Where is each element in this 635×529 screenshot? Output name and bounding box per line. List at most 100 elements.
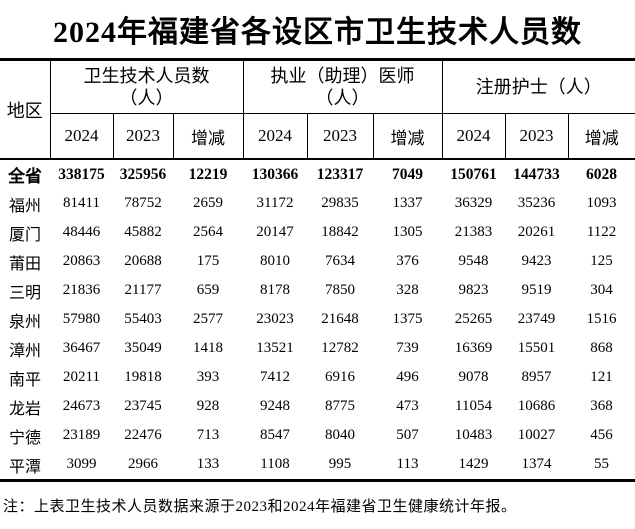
value-cell: 1374 [521, 456, 552, 472]
value-cell: 325956 [119, 165, 167, 183]
value-cell: 928 [196, 398, 220, 414]
col-header-2023: 2023 [306, 113, 374, 160]
value-cell: 12219 [188, 165, 228, 183]
value-cell: 20211 [63, 369, 100, 385]
table-header: 地区 卫生技术人员数 （人） 执业（助理）医师 （人） 注册护士（人） 2024… [0, 59, 635, 160]
value-cell: 175 [196, 253, 220, 269]
region-cell: 漳州 [8, 342, 41, 360]
value-cell: 113 [396, 456, 419, 472]
value-cell: 23745 [124, 398, 162, 414]
region-cell: 全省 [8, 167, 42, 186]
region-cell: 泉州 [8, 313, 41, 331]
value-cell: 36467 [62, 340, 101, 356]
value-cell: 9248 [260, 398, 291, 414]
value-cell: 36329 [454, 195, 493, 211]
value-cell: 7412 [260, 369, 291, 385]
value-cell: 12782 [321, 340, 359, 356]
page-title: 2024年福建省各设区市卫生技术人员数 [53, 16, 582, 49]
value-cell: 13521 [256, 340, 294, 356]
value-cell: 21383 [454, 224, 493, 240]
group-header-tech-personnel: 卫生技术人员数 （人） [49, 59, 244, 114]
value-cell: 20688 [124, 253, 162, 269]
value-cell: 130366 [251, 165, 299, 183]
value-cell: 3099 [66, 456, 97, 472]
region-cell: 南平 [8, 371, 41, 389]
value-cell: 144733 [513, 165, 560, 183]
value-cell: 29835 [321, 195, 359, 211]
value-cell: 11054 [455, 398, 492, 414]
value-cell: 8547 [260, 427, 291, 443]
value-cell: 6916 [325, 369, 356, 385]
value-cell: 8040 [325, 427, 356, 443]
value-cell: 22476 [124, 427, 162, 443]
value-cell: 21177 [124, 282, 162, 298]
value-cell: 376 [396, 253, 419, 269]
value-cell: 20261 [517, 224, 556, 240]
value-cell: 16369 [454, 340, 493, 356]
value-cell: 24673 [62, 398, 101, 414]
value-cell: 2966 [128, 456, 158, 472]
region-cell: 福州 [8, 197, 41, 215]
value-cell: 1093 [586, 195, 617, 211]
value-cell: 8178 [260, 282, 291, 298]
value-cell: 8775 [325, 398, 356, 414]
table-row: 莆田 20863 20688 175 8010 7634 376 9548 9423 125 [0, 247, 635, 276]
table-row: 平潭 3099 2966 133 1108 995 113 1429 1374 55 [0, 450, 635, 481]
value-cell: 1305 [392, 224, 423, 240]
value-cell: 78752 [124, 195, 162, 211]
col-header-2023: 2023 [504, 113, 569, 160]
value-cell: 7049 [392, 165, 424, 183]
col-header-2024: 2024 [441, 113, 506, 160]
value-cell: 328 [396, 282, 419, 298]
value-cell: 10483 [454, 427, 493, 443]
col-header-2024: 2024 [49, 113, 113, 160]
region-cell: 宁德 [8, 429, 41, 447]
value-cell: 304 [590, 282, 613, 298]
region-cell: 龙岩 [8, 400, 41, 418]
value-cell: 9519 [521, 282, 552, 298]
value-cell: 19818 [124, 369, 162, 385]
value-cell: 496 [396, 369, 419, 385]
value-cell: 9078 [458, 369, 489, 385]
value-cell: 1122 [586, 224, 617, 240]
value-cell: 368 [590, 398, 613, 414]
group-header-registered-nurses: 注册护士（人） [441, 59, 635, 114]
table-body: 全省 338175 325956 12219 130366 123317 7049 15076… [0, 159, 635, 481]
table-row: 福州 81411 78752 2659 31172 29835 1337 36329 35236… [0, 189, 635, 218]
value-cell: 7634 [325, 253, 356, 269]
value-cell: 55 [594, 456, 610, 472]
value-cell: 1516 [586, 311, 617, 327]
value-cell: 2577 [193, 311, 223, 327]
col-header-2023: 2023 [112, 113, 173, 160]
region-cell: 平潭 [8, 458, 41, 476]
table-row: 漳州 36467 35049 1418 13521 12782 739 16369 15501 8… [0, 334, 635, 363]
value-cell: 20863 [62, 253, 101, 269]
value-cell: 81411 [63, 195, 100, 211]
value-cell: 507 [396, 427, 419, 443]
value-cell: 8957 [521, 369, 552, 385]
value-cell: 7850 [325, 282, 356, 298]
value-cell: 21836 [62, 282, 101, 298]
value-cell: 1337 [392, 195, 423, 211]
value-cell: 23189 [62, 427, 101, 443]
region-cell: 厦门 [8, 226, 41, 244]
value-cell: 48446 [62, 224, 101, 240]
value-cell: 1418 [193, 340, 223, 356]
value-cell: 9548 [458, 253, 489, 269]
value-cell: 23023 [256, 311, 294, 327]
value-cell: 123317 [316, 165, 364, 183]
region-cell: 莆田 [8, 255, 41, 273]
value-cell: 2564 [193, 224, 223, 240]
value-cell: 1375 [392, 311, 423, 327]
value-cell: 31172 [256, 195, 294, 211]
value-cell: 713 [196, 427, 220, 443]
col-header-change: 增减 [172, 113, 244, 160]
value-cell: 133 [196, 456, 220, 472]
table-row: 龙岩 24673 23745 928 9248 8775 473 11054 10686 368 [0, 392, 635, 421]
footnote: 注：上表卫生技术人员数据来源于2023和2024年福建省卫生健康统计年报。 [3, 499, 517, 515]
value-cell: 6028 [586, 165, 618, 183]
value-cell: 9423 [521, 253, 552, 269]
value-cell: 868 [590, 340, 613, 356]
value-cell: 121 [590, 369, 613, 385]
